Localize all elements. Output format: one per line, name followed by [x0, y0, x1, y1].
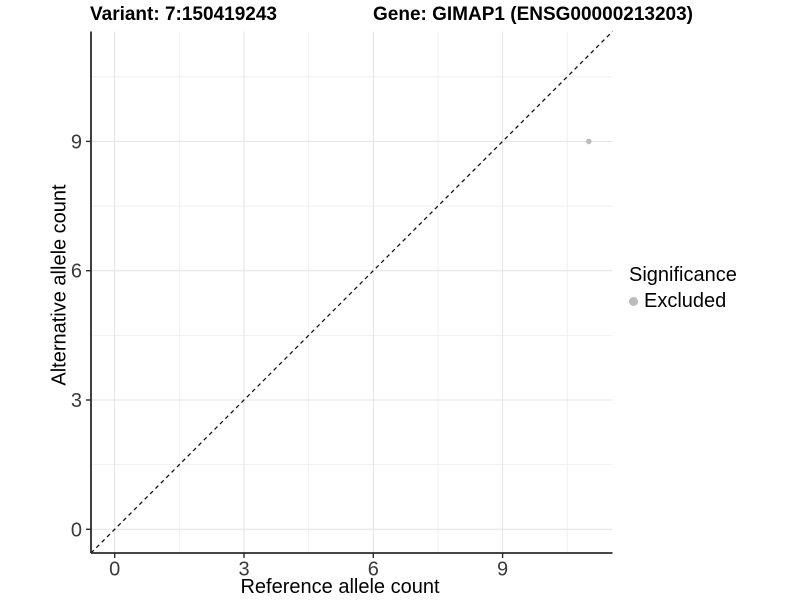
plot-title-variant: Variant: 7:150419243: [90, 4, 277, 25]
identity-dashed-line: [90, 31, 613, 554]
x-axis-title: Reference allele count: [240, 576, 440, 598]
legend: Significance Excluded: [629, 264, 737, 313]
plot-title-gene: Gene: GIMAP1 (ENSG00000213203): [373, 4, 693, 25]
legend-title: Significance: [629, 264, 737, 286]
y-axis-title: Alternative allele count: [48, 184, 71, 386]
y-tick-label: 0: [71, 519, 82, 541]
legend-item-label: Excluded: [644, 290, 727, 312]
x-tick-label: 6: [368, 559, 379, 581]
y-tick-label: 6: [71, 261, 82, 283]
y-tick-label: 9: [71, 131, 82, 153]
x-tick-label: 0: [109, 559, 120, 581]
x-tick-label: 9: [497, 559, 508, 581]
excluded-point-icon: [629, 297, 638, 306]
data-point: [585, 138, 592, 145]
x-tick-label: 3: [238, 559, 249, 581]
y-tick-label: 3: [71, 390, 82, 412]
legend-item-excluded: Excluded: [629, 290, 737, 313]
